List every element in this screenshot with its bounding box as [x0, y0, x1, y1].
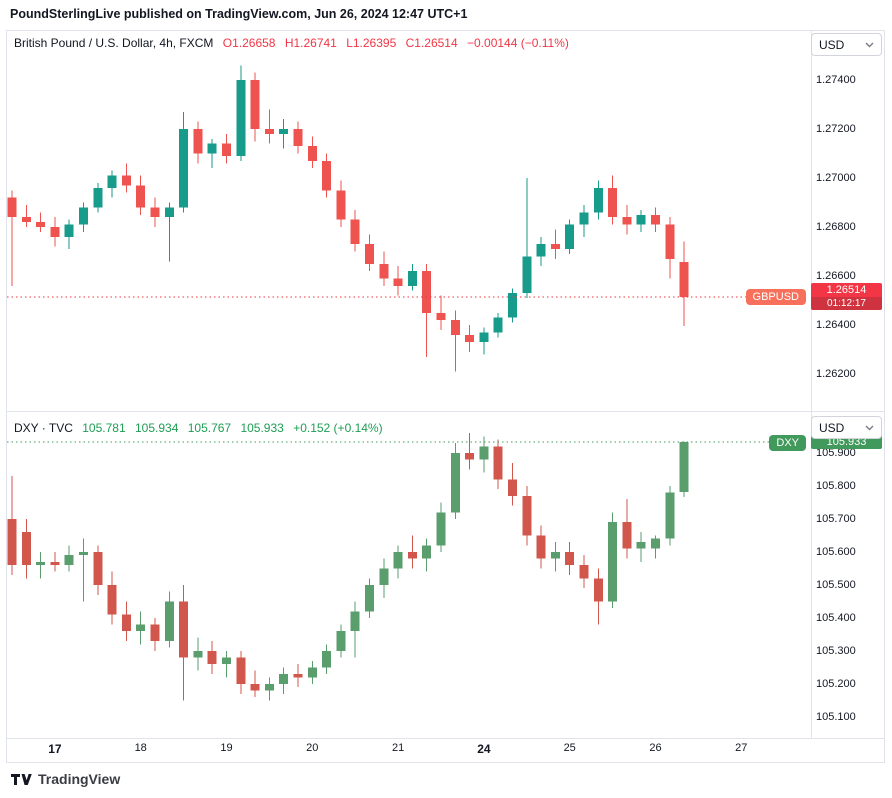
price-tick-label: 1.26600	[816, 270, 856, 282]
time-axis-separator	[7, 738, 884, 739]
bar-countdown: 01:12:17	[811, 297, 882, 310]
currency-label: USD	[819, 420, 845, 435]
gbpusd-high: H1.26741	[284, 36, 337, 50]
chevron-down-icon	[865, 42, 874, 47]
price-tick-label: 105.900	[816, 446, 856, 459]
dxy-legend-title: DXY · TVC	[14, 421, 73, 435]
time-tick-label: 21	[391, 742, 405, 754]
price-tick-label: 1.27200	[816, 123, 856, 135]
time-tick-label: 17	[48, 742, 62, 756]
currency-toggle-bottom[interactable]: USD	[811, 416, 882, 439]
dxy-change: +0.152 (+0.14%)	[293, 421, 383, 435]
price-axis-separator	[811, 31, 812, 738]
gbpusd-close: C1.26514	[405, 36, 458, 50]
time-tick-label: 26	[649, 742, 662, 754]
currency-label: USD	[819, 37, 845, 52]
dxy-high: 105.934	[134, 421, 179, 435]
dxy-close: 105.933	[240, 421, 284, 435]
time-tick-label: 19	[220, 742, 233, 754]
dxy-price-line-tag: DXY	[769, 435, 806, 451]
currency-toggle-top[interactable]: USD	[811, 33, 882, 56]
price-tick-label: 105.400	[816, 611, 856, 624]
price-tick-label: 1.26800	[816, 221, 856, 233]
tradingview-branding[interactable]: TradingView	[10, 771, 120, 787]
price-tick-label: 105.600	[816, 545, 856, 558]
price-tick-label: 1.27400	[816, 74, 856, 86]
dxy-legend: DXY · TVC 105.781 105.934 105.767 105.93…	[14, 421, 389, 435]
last-price: 1.26514	[811, 283, 882, 297]
gbpusd-legend-title: British Pound / U.S. Dollar, 4h, FXCM	[14, 36, 214, 50]
tradingview-logo-icon	[11, 773, 32, 785]
price-tick-label: 105.300	[816, 644, 856, 657]
price-tick-label: 1.27000	[816, 172, 856, 184]
price-tick-label: 1.26400	[816, 319, 856, 331]
time-tick-label: 18	[134, 742, 147, 754]
brand-name: TradingView	[38, 771, 121, 787]
gbpusd-legend: British Pound / U.S. Dollar, 4h, FXCM O1…	[14, 36, 575, 50]
dxy-low: 105.767	[187, 421, 232, 435]
price-tick-label: 105.700	[816, 512, 856, 525]
time-tick-label: 20	[306, 742, 319, 754]
publication-header: PoundSterlingLive published on TradingVi…	[10, 7, 468, 21]
price-tick-label: 105.200	[816, 677, 856, 690]
pane-separator[interactable]	[7, 411, 884, 412]
gbpusd-low: L1.26395	[346, 36, 397, 50]
price-tick-label: 1.26200	[816, 368, 856, 380]
gbpusd-price-line-tag: GBPUSD	[745, 289, 806, 305]
price-tick-label: 105.800	[816, 479, 856, 492]
chevron-down-icon	[865, 425, 874, 430]
time-tick-label: 27	[735, 742, 748, 754]
gbpusd-change: −0.00144 (−0.11%)	[467, 36, 569, 50]
time-tick-label: 25	[563, 742, 576, 754]
price-tick-label: 105.100	[816, 710, 856, 723]
dxy-open: 105.781	[82, 421, 126, 435]
time-tick-label: 24	[477, 742, 491, 756]
gbpusd-last-price-box: 1.26514 01:12:17	[811, 283, 882, 310]
gbpusd-open: O1.26658	[222, 36, 276, 50]
price-tick-label: 105.500	[816, 578, 856, 591]
